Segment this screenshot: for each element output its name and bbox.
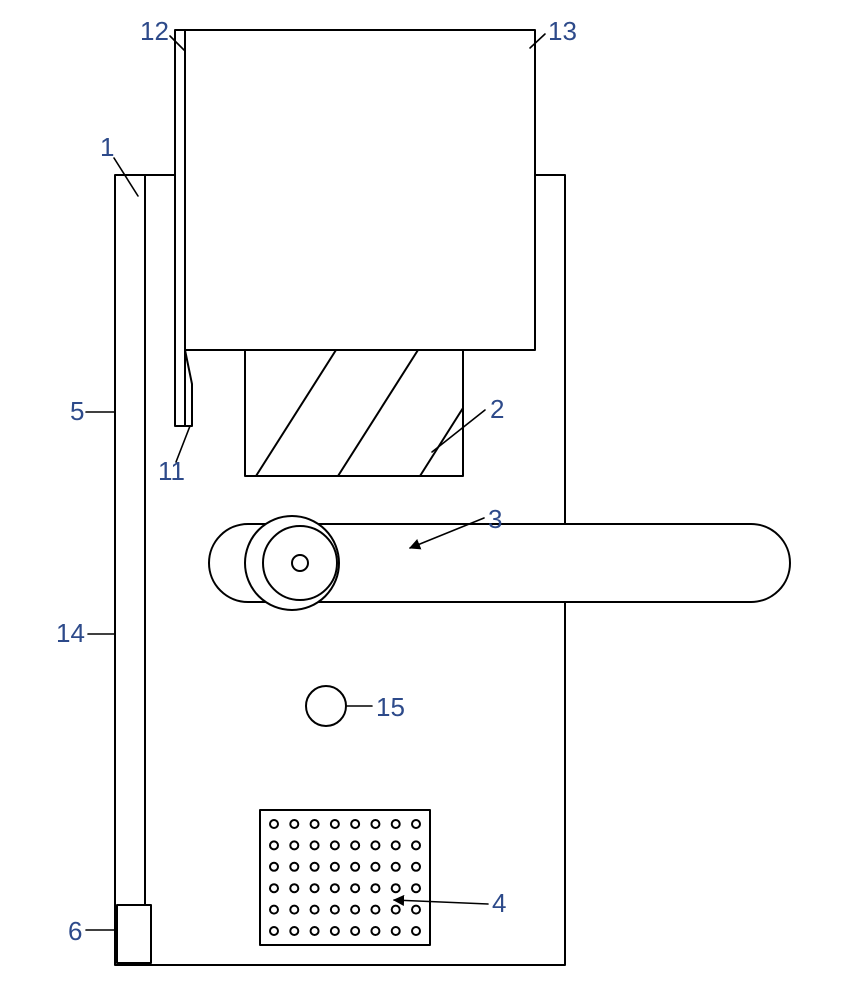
callout-label: 12 [140,16,169,46]
speaker-hole [351,927,359,935]
card-reader-window[interactable] [245,350,463,476]
callout-label: 11 [158,456,185,486]
speaker-grille [260,810,430,945]
speaker-hole [351,863,359,871]
speaker-hole [311,927,319,935]
speaker-hole [331,841,339,849]
speaker-hole [290,863,298,871]
side-ridge [115,175,145,965]
speaker-hole [392,820,400,828]
speaker-hole [371,841,379,849]
callout-label: 5 [70,396,84,426]
callout-label: 1 [100,132,114,162]
speaker-hole [412,820,420,828]
callout-5: 5 [70,396,114,426]
speaker-hole [371,863,379,871]
speaker-hole [351,884,359,892]
speaker-hole [270,927,278,935]
callout-14: 14 [56,618,114,648]
speaker-hole [412,884,420,892]
callout-label: 13 [548,16,577,46]
speaker-hole [371,906,379,914]
speaker-hole [351,841,359,849]
speaker-hole [412,863,420,871]
speaker-hole [331,820,339,828]
speaker-hole [412,927,420,935]
speaker-hole [270,906,278,914]
speaker-hole [290,927,298,935]
handle-hub [292,555,308,571]
top-cover-front [185,30,535,350]
callout-label: 6 [68,916,82,946]
speaker-hole [270,884,278,892]
speaker-hole [290,820,298,828]
speaker-hole [371,927,379,935]
callout-label: 4 [492,888,506,918]
speaker-hole [270,863,278,871]
speaker-hole [311,863,319,871]
speaker-hole [331,863,339,871]
speaker-hole [290,884,298,892]
callout-label: 2 [490,394,504,424]
callout-label: 15 [376,692,405,722]
speaker-hole [270,820,278,828]
speaker-hole [392,863,400,871]
speaker-hole [392,841,400,849]
speaker-hole [412,906,420,914]
callout-13: 13 [530,16,577,48]
speaker-hole [371,884,379,892]
speaker-hole [331,927,339,935]
speaker-hole [311,884,319,892]
speaker-hole [331,884,339,892]
speaker-hole [311,906,319,914]
speaker-hole [290,841,298,849]
speaker-hole [311,820,319,828]
speaker-hole [392,884,400,892]
speaker-hole [311,841,319,849]
speaker-hole [392,906,400,914]
speaker-hole [351,906,359,914]
speaker-hole [290,906,298,914]
speaker-hole [270,841,278,849]
bottom-tab [117,905,151,963]
callout-label: 14 [56,618,85,648]
callout-6: 6 [68,916,116,946]
top-cover-hinge [175,30,185,426]
key-hole[interactable] [306,686,346,726]
speaker-hole [331,906,339,914]
speaker-hole [351,820,359,828]
speaker-hole [371,820,379,828]
callout-label: 3 [488,504,502,534]
speaker-hole [392,927,400,935]
speaker-hole [412,841,420,849]
